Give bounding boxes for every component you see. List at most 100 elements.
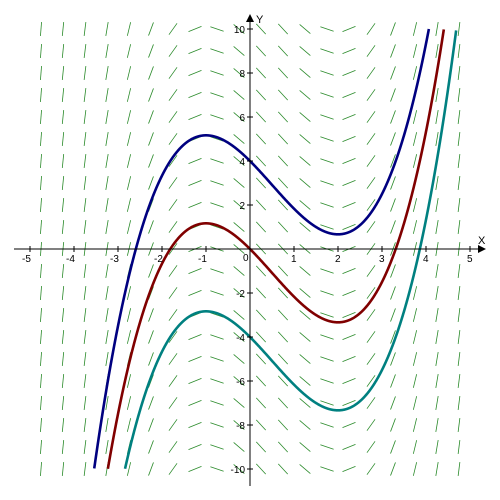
slope-segment bbox=[40, 21, 42, 37]
slope-segment bbox=[457, 440, 461, 454]
slope-segment bbox=[342, 311, 356, 319]
slope-segment bbox=[168, 155, 178, 167]
slope-segment bbox=[299, 420, 311, 430]
slope-segment bbox=[457, 462, 461, 476]
slope-segment bbox=[299, 398, 311, 408]
slope-segment bbox=[233, 90, 245, 100]
slope-segment bbox=[148, 176, 154, 190]
slope-segment bbox=[412, 22, 418, 36]
slope-segment bbox=[188, 355, 202, 363]
slope-segment bbox=[457, 418, 461, 432]
slope-segment bbox=[342, 289, 356, 297]
slope-segment bbox=[435, 440, 439, 454]
slope-segment bbox=[233, 24, 245, 34]
slope-segment bbox=[233, 332, 245, 342]
slope-segment bbox=[210, 444, 224, 450]
slope-segment bbox=[320, 312, 334, 318]
slope-segment bbox=[342, 157, 356, 165]
y-tick-label: -10 bbox=[231, 465, 246, 476]
slope-segment bbox=[168, 463, 178, 475]
slope-segment bbox=[366, 463, 376, 475]
slope-segment bbox=[277, 331, 289, 343]
slope-segment bbox=[255, 67, 267, 79]
slope-segment bbox=[390, 220, 396, 234]
slope-segment bbox=[233, 398, 245, 408]
slope-segment bbox=[83, 220, 87, 234]
slope-segment bbox=[435, 308, 439, 322]
slope-segment bbox=[390, 440, 396, 454]
slope-segment bbox=[299, 90, 311, 100]
slope-segment bbox=[320, 136, 334, 142]
slope-segment bbox=[390, 308, 396, 322]
x-axis-label: X bbox=[478, 235, 486, 247]
x-axis-arrow-icon bbox=[478, 245, 486, 253]
slope-segment bbox=[61, 373, 65, 389]
slope-segment bbox=[457, 176, 461, 190]
slope-segment bbox=[277, 221, 289, 233]
slope-segment bbox=[255, 331, 267, 343]
slope-segment bbox=[188, 47, 202, 55]
slope-segment bbox=[320, 444, 334, 450]
slope-segment bbox=[40, 219, 42, 235]
slope-segment bbox=[299, 376, 311, 386]
slope-segment bbox=[168, 23, 178, 35]
slope-segment bbox=[168, 331, 178, 343]
slope-segment bbox=[233, 134, 245, 144]
slope-segment bbox=[83, 352, 87, 366]
slope-segment bbox=[83, 286, 87, 300]
slope-segment bbox=[148, 330, 154, 344]
slope-segment bbox=[320, 268, 334, 274]
slope-segment bbox=[40, 87, 42, 103]
slope-segment bbox=[342, 399, 356, 407]
slope-segment bbox=[412, 352, 418, 366]
slope-segment bbox=[233, 376, 245, 386]
x-tick-label: 1 bbox=[291, 254, 297, 265]
slope-segment bbox=[299, 68, 311, 78]
slope-segment bbox=[342, 201, 356, 209]
slope-segment bbox=[299, 24, 311, 34]
slope-segment bbox=[61, 417, 65, 433]
slope-segment bbox=[40, 373, 42, 389]
slope-segment bbox=[299, 464, 311, 474]
slope-segment bbox=[148, 132, 154, 146]
slope-segment bbox=[210, 202, 224, 208]
solution-curve-2 bbox=[106, 29, 446, 469]
slope-segment bbox=[390, 374, 396, 388]
slope-segment bbox=[412, 132, 418, 146]
slope-segment bbox=[320, 224, 334, 230]
slope-segment bbox=[299, 222, 311, 232]
slope-segment bbox=[255, 199, 267, 211]
slope-segment bbox=[126, 132, 132, 146]
slope-segment bbox=[168, 353, 178, 365]
slope-segment bbox=[366, 177, 376, 189]
slope-segment bbox=[320, 202, 334, 208]
slope-segment bbox=[61, 109, 65, 125]
slope-segment bbox=[457, 44, 461, 58]
slope-segment bbox=[366, 287, 376, 299]
slope-segment bbox=[210, 422, 224, 428]
slope-segment bbox=[126, 176, 132, 190]
slope-segment bbox=[83, 44, 87, 58]
slope-segment bbox=[299, 332, 311, 342]
slope-segment bbox=[188, 421, 202, 429]
slope-segment bbox=[126, 220, 132, 234]
slope-segment bbox=[233, 68, 245, 78]
slope-segment bbox=[366, 67, 376, 79]
slope-segment bbox=[277, 265, 289, 277]
y-tick-label: -8 bbox=[236, 421, 245, 432]
slope-segment bbox=[233, 222, 245, 232]
slope-segment bbox=[366, 45, 376, 57]
slope-segment bbox=[61, 461, 65, 477]
slope-segment bbox=[168, 177, 178, 189]
slope-segment bbox=[390, 198, 396, 212]
slope-segment bbox=[233, 354, 245, 364]
y-tick-label: -4 bbox=[236, 333, 245, 344]
slope-segment bbox=[342, 47, 356, 55]
slope-segment bbox=[412, 110, 418, 124]
slope-segment bbox=[126, 66, 132, 80]
slope-segment bbox=[366, 89, 376, 101]
slope-segment bbox=[61, 351, 65, 367]
slope-segment bbox=[435, 418, 439, 432]
slope-segment bbox=[105, 110, 109, 124]
slope-segment bbox=[255, 133, 267, 145]
